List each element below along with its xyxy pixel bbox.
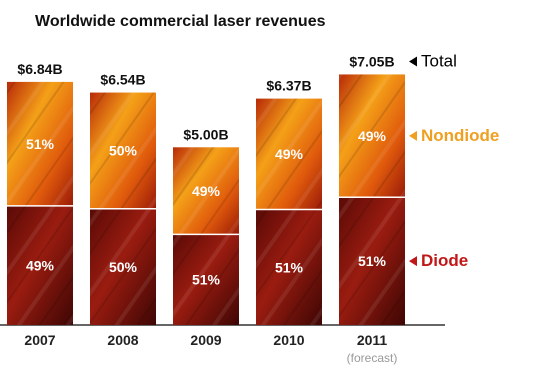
bar-nondiode-texture-2011 <box>339 74 405 198</box>
bar-nondiode-texture-2009 <box>173 147 239 235</box>
legend: Total Nondiode Diode <box>409 51 499 270</box>
nondiode-pct-2007: 51% <box>26 136 55 152</box>
total-label-2010: $6.37B <box>266 78 311 94</box>
chart-title: Worldwide commercial laser revenues <box>35 13 326 30</box>
legend-label-diode: Diode <box>421 251 468 270</box>
labels-layer: $6.84B 51% 49% 2007 $6.54B 50% 50% 2008 $5.00B 49… <box>17 53 397 365</box>
diode-pct-2008: 50% <box>109 259 138 275</box>
x-note-2011: (forecast) <box>347 351 398 365</box>
bars-layer <box>7 74 405 325</box>
bar-diode-texture-2007 <box>7 205 73 325</box>
bar-nondiode-texture-2010 <box>256 98 322 210</box>
legend-arrow-nondiode <box>409 130 417 141</box>
nondiode-pct-2008: 50% <box>109 143 138 159</box>
bar-nondiode-texture-2008 <box>90 92 156 209</box>
total-label-2007: $6.84B <box>17 61 62 77</box>
legend-arrow-diode <box>409 256 417 267</box>
bar-diode-texture-2009 <box>173 234 239 325</box>
bar-nondiode-texture-2007 <box>7 81 73 206</box>
total-label-2009: $5.00B <box>183 126 228 142</box>
bar-diode-texture-2008 <box>90 208 156 325</box>
bar-diode-texture-2011 <box>339 197 405 325</box>
bar-diode-texture-2010 <box>256 209 322 325</box>
nondiode-pct-2010: 49% <box>275 146 304 162</box>
diode-pct-2011: 51% <box>358 253 387 269</box>
x-tick-2009: 2009 <box>190 332 221 348</box>
x-tick-2010: 2010 <box>273 332 304 348</box>
nondiode-pct-2011: 49% <box>358 128 387 144</box>
diode-pct-2009: 51% <box>192 272 221 288</box>
legend-arrow-total <box>409 56 417 67</box>
diode-pct-2007: 49% <box>26 257 55 273</box>
legend-label-total: Total <box>421 51 457 70</box>
x-tick-2007: 2007 <box>24 332 55 348</box>
total-label-2011: $7.05B <box>349 53 394 69</box>
total-label-2008: $6.54B <box>100 72 145 88</box>
x-tick-2011: 2011 <box>357 332 388 348</box>
nondiode-pct-2009: 49% <box>192 183 221 199</box>
x-tick-2008: 2008 <box>107 332 138 348</box>
legend-label-nondiode: Nondiode <box>421 126 499 145</box>
diode-pct-2010: 51% <box>275 259 304 275</box>
